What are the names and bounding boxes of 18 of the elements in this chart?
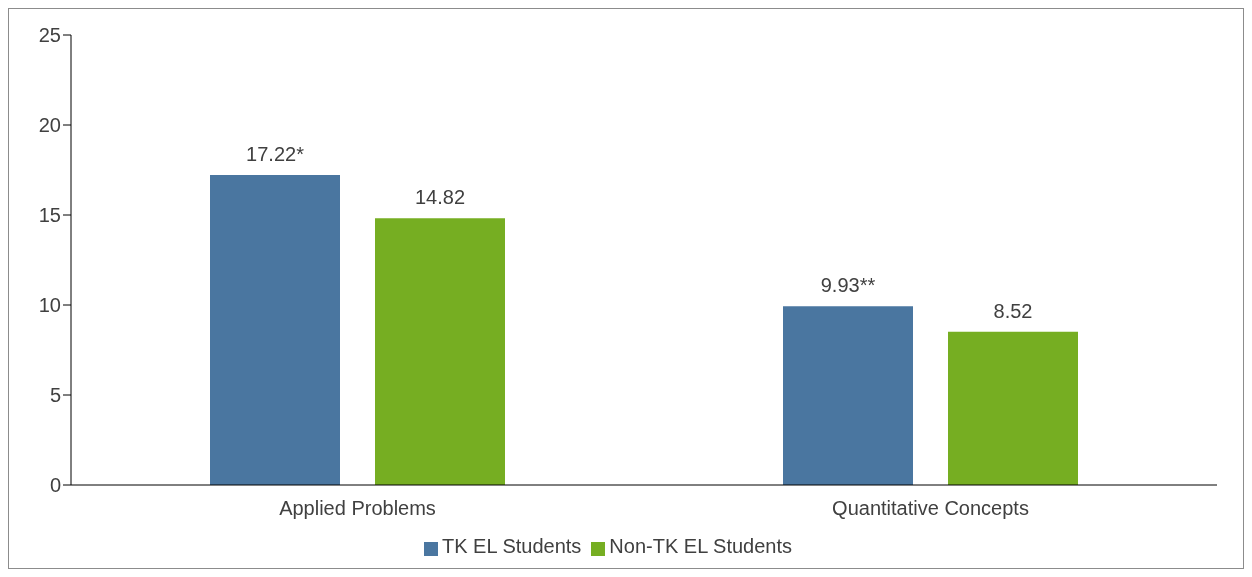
legend-label: TK EL Students xyxy=(441,535,582,557)
data-label: 14.82 xyxy=(414,186,466,209)
x-tick-label: Applied Problems xyxy=(279,497,436,520)
bar xyxy=(375,218,505,485)
y-tick-label: 5 xyxy=(49,384,61,407)
data-label: 17.22* xyxy=(246,143,305,166)
data-label: 8.52 xyxy=(993,299,1033,322)
y-tick-label: 0 xyxy=(49,474,61,497)
data-label: 9.93** xyxy=(820,274,876,297)
x-tick-label: Quantitative Concepts xyxy=(832,497,1029,520)
y-tick-label: 20 xyxy=(38,114,61,137)
y-tick-label: 10 xyxy=(38,294,61,317)
bar xyxy=(783,306,913,485)
y-tick-label: 15 xyxy=(38,204,61,227)
y-tick-label: 25 xyxy=(38,24,61,47)
bar xyxy=(210,175,340,485)
legend-label: Non-TK EL Students xyxy=(609,535,793,557)
bar xyxy=(948,331,1078,485)
